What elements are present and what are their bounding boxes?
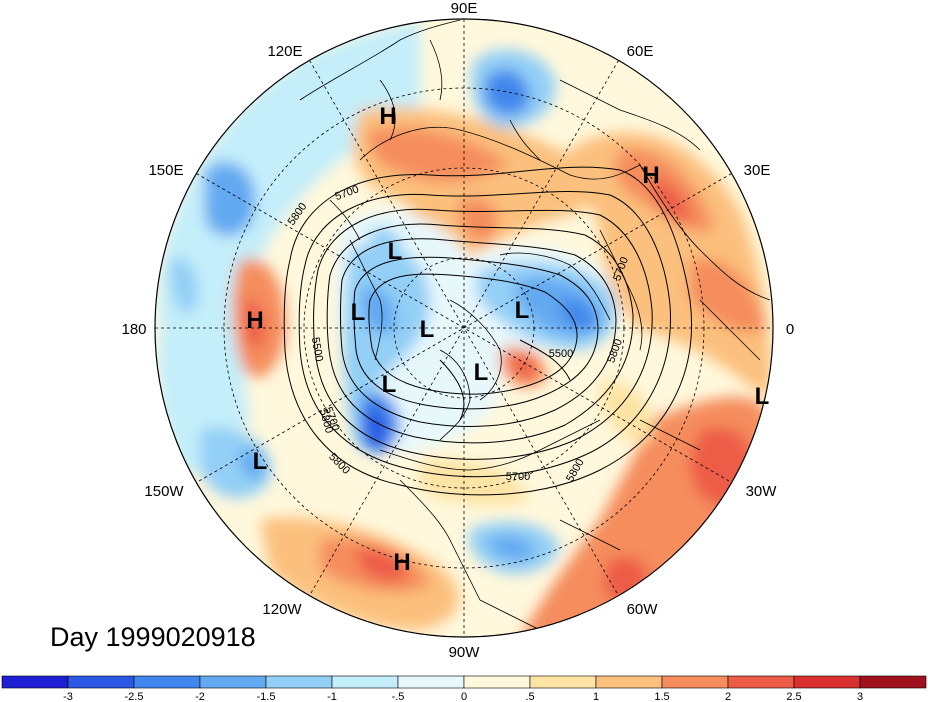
- colorbar-tick-label: -.5: [392, 691, 405, 702]
- colorbar-tick-label: -2.5: [125, 691, 144, 702]
- colorbar-swatch: [265, 675, 333, 689]
- graticule: [155, 19, 773, 637]
- lon-label-90e: 90E: [451, 0, 478, 17]
- colorbar-tick-label: -1: [327, 691, 337, 702]
- low-pressure-marker: L: [388, 238, 403, 265]
- low-pressure-marker: L: [420, 316, 435, 343]
- pressure-centers: H H H H L L L L L L L L: [246, 103, 769, 576]
- colorbar: -3 -2.5 -2 -1.5 -1 -.5 0 .5 1 1.5 2 2.5 3: [1, 675, 927, 702]
- height-contours: [283, 166, 692, 496]
- low-pressure-marker: L: [382, 371, 397, 398]
- low-pressure-marker: L: [755, 383, 770, 410]
- high-pressure-marker: H: [393, 549, 410, 576]
- lon-label-0: 0: [786, 321, 794, 338]
- colorbar-tick-label: 1: [593, 691, 599, 702]
- colorbar-swatch: [595, 675, 663, 689]
- lon-label-30w: 30W: [746, 483, 778, 500]
- colorbar-swatch: [859, 675, 927, 689]
- lon-label-60w: 60W: [627, 601, 659, 618]
- colorbar-tick-label: 3: [857, 691, 863, 702]
- contour-label: 5500: [309, 336, 325, 362]
- colorbar-tick-label: 1.5: [654, 691, 669, 702]
- colorbar-tick-label: 2.5: [786, 691, 801, 702]
- colorbar-tick-label: .5: [525, 691, 534, 702]
- coastlines: [299, 19, 771, 631]
- colorbar-tick-label: 0: [461, 691, 467, 702]
- lon-label-30e: 30E: [744, 162, 771, 179]
- colorbar-tick-label: -3: [63, 691, 73, 702]
- colorbar-swatch: [1, 675, 69, 689]
- low-pressure-marker: L: [515, 297, 530, 324]
- low-pressure-marker: L: [474, 359, 489, 386]
- lon-label-120e: 120E: [267, 43, 302, 60]
- colorbar-swatch: [199, 675, 267, 689]
- contour-label: 5700: [506, 471, 530, 483]
- high-pressure-marker: H: [379, 103, 396, 130]
- high-pressure-marker: H: [246, 307, 263, 334]
- colorbar-swatch: [67, 675, 135, 689]
- low-pressure-marker: L: [253, 448, 268, 475]
- contour-label: 5500: [549, 348, 573, 360]
- high-pressure-marker: H: [642, 162, 659, 189]
- colorbar-swatch: [793, 675, 861, 689]
- colorbar-tick-label: -1.5: [257, 691, 276, 702]
- colorbar-swatch: [529, 675, 597, 689]
- lon-label-150e: 150E: [148, 162, 183, 179]
- colorbar-tick-label: -2: [195, 691, 205, 702]
- colorbar-swatch: [463, 675, 531, 689]
- longitude-labels: 90E 60E 30E 0 30W 60W 90W 120W 150W 180 …: [121, 0, 794, 661]
- lon-label-90w: 90W: [449, 644, 481, 661]
- colorbar-swatch: [661, 675, 729, 689]
- lon-label-180: 180: [121, 321, 146, 338]
- lon-label-150w: 150W: [144, 483, 184, 500]
- lon-label-120w: 120W: [262, 601, 302, 618]
- map-border: [154, 18, 774, 638]
- map-title: Day 1999020918: [50, 622, 256, 652]
- colorbar-swatch: [133, 675, 201, 689]
- colorbar-swatch: [397, 675, 465, 689]
- colorbar-tick-label: 2: [725, 691, 731, 702]
- colorbar-swatch: [331, 675, 399, 689]
- low-pressure-marker: L: [351, 299, 366, 326]
- colorbar-swatch: [727, 675, 795, 689]
- lon-label-60e: 60E: [627, 43, 654, 60]
